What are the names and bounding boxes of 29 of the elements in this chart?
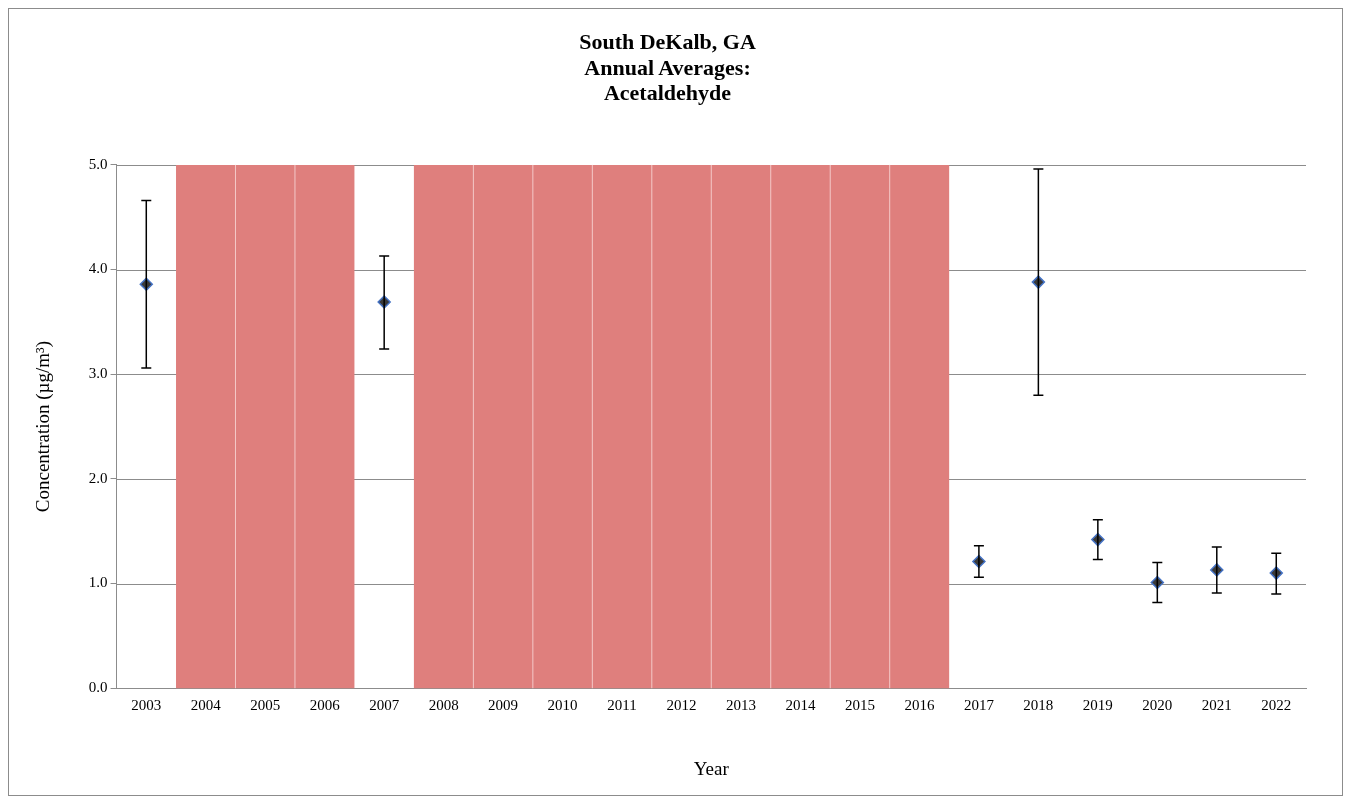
x-tick-label: 2014 xyxy=(785,697,816,714)
y-tick-label: 4.0 xyxy=(88,260,108,277)
x-tick-label: 2017 xyxy=(963,697,995,714)
y-tick-label: 1.0 xyxy=(88,574,108,591)
x-tick-label: 2016 xyxy=(904,697,935,714)
chart-title: South DeKalb, GA Annual Averages: Acetaldehyde xyxy=(579,29,756,105)
x-tick-label: 2020 xyxy=(1142,697,1173,714)
x-tick-label: 2004 xyxy=(190,697,222,714)
x-tick-label: 2013 xyxy=(726,697,757,714)
x-tick-label: 2003 xyxy=(131,697,162,714)
x-tick-label: 2010 xyxy=(547,697,578,714)
x-tick-label: 2009 xyxy=(488,697,519,714)
x-tick-label: 2008 xyxy=(428,697,459,714)
x-tick-label: 2015 xyxy=(844,697,875,714)
x-tick-label: 2021 xyxy=(1201,697,1232,714)
x-tick-label: 2005 xyxy=(250,697,281,714)
x-tick-label: 2012 xyxy=(666,697,697,714)
x-axis-title: Year xyxy=(693,757,730,779)
x-tick-label: 2019 xyxy=(1082,697,1113,714)
y-tick-label: 0.0 xyxy=(88,679,108,696)
x-tick-label: 2022 xyxy=(1261,697,1292,714)
y-tick-label: 5.0 xyxy=(88,155,108,172)
x-tick-label: 2011 xyxy=(607,697,637,714)
y-tick-label: 2.0 xyxy=(88,469,108,486)
x-tick-label: 2006 xyxy=(309,697,341,714)
x-tick-label: 2007 xyxy=(369,697,400,714)
x-tick-label: 2018 xyxy=(1023,697,1054,714)
y-axis-title: Concentration (µg/m³) xyxy=(32,340,55,513)
y-tick-label: 3.0 xyxy=(88,365,108,382)
